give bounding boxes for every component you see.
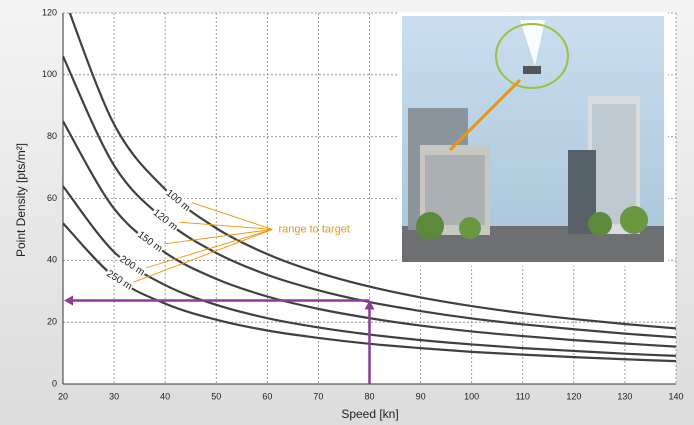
- line-series: [68, 13, 676, 330]
- x-tick-label: 120: [566, 391, 581, 401]
- series-label-bg: [116, 252, 148, 280]
- series-label-bg: [149, 206, 181, 235]
- annotation-leader: [179, 221, 273, 230]
- y-tick-label: 100: [42, 69, 57, 79]
- x-tick-label: 50: [211, 391, 221, 401]
- x-tick-label: 130: [617, 391, 632, 401]
- annotation-leader: [145, 228, 273, 269]
- annotation-leader: [163, 228, 273, 245]
- y-tick-label: 60: [47, 193, 57, 203]
- series-label-bg: [103, 267, 136, 294]
- annotation-leader: [191, 202, 273, 230]
- x-axis-label: Speed [kn]: [341, 407, 398, 421]
- x-tick-label: 30: [109, 391, 119, 401]
- y-tick-label: 0: [52, 378, 57, 388]
- y-tick-label: 20: [47, 317, 57, 327]
- series-label-bg: [162, 186, 194, 215]
- x-tick-label: 110: [516, 391, 530, 401]
- y-tick-label: 40: [47, 255, 57, 265]
- y-tick-label: 120: [42, 7, 57, 17]
- x-tick-label: 90: [416, 391, 426, 401]
- y-axis-label: Point Density [pts/m²]: [14, 143, 28, 257]
- annotation: range to target: [278, 223, 350, 235]
- x-tick-label: 140: [668, 391, 683, 401]
- marker-arrowhead: [64, 295, 73, 306]
- x-tick-label: 20: [58, 391, 68, 401]
- series-label-bg: [134, 228, 166, 256]
- x-tick-label: 60: [262, 391, 272, 401]
- y-tick-label: 80: [47, 131, 57, 141]
- x-tick-label: 100: [464, 391, 479, 401]
- marker-arrowhead: [364, 300, 375, 310]
- x-tick-label: 70: [313, 391, 323, 401]
- x-tick-label: 80: [364, 391, 374, 401]
- annotation-leader: [133, 228, 273, 283]
- inset-photo: [398, 12, 668, 266]
- x-tick-label: 40: [160, 391, 170, 401]
